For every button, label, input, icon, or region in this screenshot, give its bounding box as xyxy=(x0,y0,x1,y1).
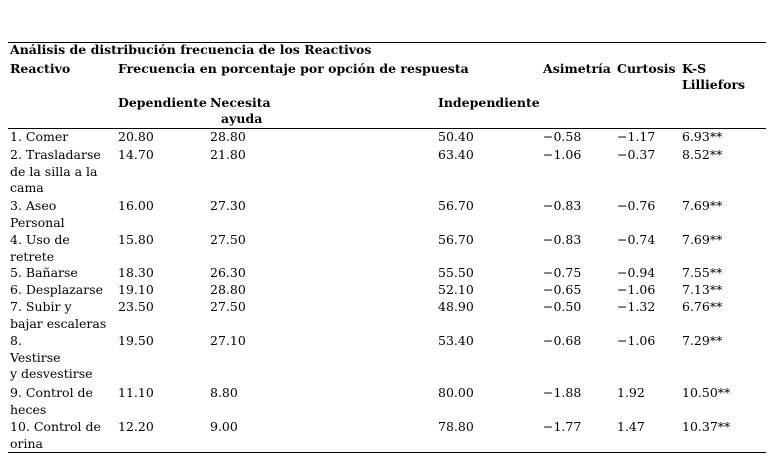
item-label: 4. Uso de xyxy=(10,232,70,247)
item-label: orina xyxy=(10,436,44,451)
header-ks: K-S xyxy=(682,61,707,76)
item-label: 9. Control de xyxy=(10,385,93,400)
ks-lilliefors: 7.69** xyxy=(682,232,723,247)
necesita-ayuda: 27.50 xyxy=(210,299,246,314)
asimetria: −0.83 xyxy=(543,232,582,247)
bottom-rule xyxy=(8,452,766,453)
header-necesita: Necesita xyxy=(210,95,271,110)
dependiente: 20.80 xyxy=(118,129,154,144)
necesita-ayuda: 27.30 xyxy=(210,198,246,213)
independiente: 56.70 xyxy=(438,232,474,247)
item-label: heces xyxy=(10,402,47,417)
dependiente: 15.80 xyxy=(118,232,154,247)
necesita-ayuda: 21.80 xyxy=(210,147,246,162)
dependiente: 19.50 xyxy=(118,333,154,348)
ks-lilliefors: 7.69** xyxy=(682,198,723,213)
independiente: 55.50 xyxy=(438,265,474,280)
item-label: Personal xyxy=(10,215,65,230)
table-title: Análisis de distribución frecuencia de l… xyxy=(10,42,372,57)
ks-lilliefors: 10.50** xyxy=(682,385,731,400)
independiente: 53.40 xyxy=(438,333,474,348)
item-label: de la silla a la xyxy=(10,164,98,179)
item-label: 3. Aseo xyxy=(10,198,57,213)
header-curtosis: Curtosis xyxy=(617,61,676,76)
header-asimetria: Asimetría xyxy=(543,61,611,76)
curtosis: −0.74 xyxy=(617,232,656,247)
independiente: 80.00 xyxy=(438,385,474,400)
necesita-ayuda: 28.80 xyxy=(210,282,246,297)
curtosis: −0.76 xyxy=(617,198,656,213)
item-label: 1. Comer xyxy=(10,129,69,144)
curtosis: −1.06 xyxy=(617,282,656,297)
dependiente: 11.10 xyxy=(118,385,154,400)
asimetria: −1.06 xyxy=(543,147,582,162)
asimetria: −1.77 xyxy=(543,419,582,434)
independiente: 48.90 xyxy=(438,299,474,314)
independiente: 52.10 xyxy=(438,282,474,297)
item-label: retrete xyxy=(10,249,55,264)
ks-lilliefors: 7.13** xyxy=(682,282,723,297)
header-ks: Lilliefors xyxy=(682,77,746,92)
header-rule xyxy=(8,128,766,129)
header-dependiente: Dependiente xyxy=(118,95,207,110)
item-label: 2. Trasladarse xyxy=(10,147,101,162)
necesita-ayuda: 28.80 xyxy=(210,129,246,144)
asimetria: −0.65 xyxy=(543,282,582,297)
item-label: cama xyxy=(10,180,44,195)
item-label: 5. Bañarse xyxy=(10,265,78,280)
independiente: 78.80 xyxy=(438,419,474,434)
top-rule xyxy=(8,42,766,43)
curtosis: 1.47 xyxy=(617,419,645,434)
asimetria: −0.83 xyxy=(543,198,582,213)
ks-lilliefors: 6.76** xyxy=(682,299,723,314)
curtosis: 1.92 xyxy=(617,385,645,400)
asimetria: −0.75 xyxy=(543,265,582,280)
item-label: 10. Control de xyxy=(10,419,101,434)
independiente: 63.40 xyxy=(438,147,474,162)
curtosis: −0.37 xyxy=(617,147,656,162)
asimetria: −0.68 xyxy=(543,333,582,348)
dependiente: 14.70 xyxy=(118,147,154,162)
independiente: 50.40 xyxy=(438,129,474,144)
curtosis: −0.94 xyxy=(617,265,656,280)
item-label: 7. Subir y xyxy=(10,299,72,314)
item-label: bajar escaleras xyxy=(10,316,107,331)
item-label: y desvestirse xyxy=(10,366,93,381)
item-label: Vestirse xyxy=(10,350,61,365)
dependiente: 23.50 xyxy=(118,299,154,314)
ks-lilliefors: 7.55** xyxy=(682,265,723,280)
header-independiente: Independiente xyxy=(438,95,540,110)
curtosis: −1.32 xyxy=(617,299,656,314)
ks-lilliefors: 10.37** xyxy=(682,419,731,434)
dependiente: 16.00 xyxy=(118,198,154,213)
header-reactivo: Reactivo xyxy=(10,61,71,76)
dependiente: 19.10 xyxy=(118,282,154,297)
necesita-ayuda: 26.30 xyxy=(210,265,246,280)
independiente: 56.70 xyxy=(438,198,474,213)
header-frecuencia: Frecuencia en porcentaje por opción de r… xyxy=(118,61,469,76)
item-label: 8. xyxy=(10,333,22,348)
ks-lilliefors: 7.29** xyxy=(682,333,723,348)
item-label: 6. Desplazarse xyxy=(10,282,104,297)
necesita-ayuda: 27.10 xyxy=(210,333,246,348)
header-necesita: ayuda xyxy=(221,111,263,126)
ks-lilliefors: 6.93** xyxy=(682,129,723,144)
ks-lilliefors: 8.52** xyxy=(682,147,723,162)
asimetria: −1.88 xyxy=(543,385,582,400)
necesita-ayuda: 27.50 xyxy=(210,232,246,247)
curtosis: −1.06 xyxy=(617,333,656,348)
necesita-ayuda: 9.00 xyxy=(210,419,238,434)
curtosis: −1.17 xyxy=(617,129,656,144)
dependiente: 18.30 xyxy=(118,265,154,280)
asimetria: −0.50 xyxy=(543,299,582,314)
asimetria: −0.58 xyxy=(543,129,582,144)
necesita-ayuda: 8.80 xyxy=(210,385,238,400)
dependiente: 12.20 xyxy=(118,419,154,434)
